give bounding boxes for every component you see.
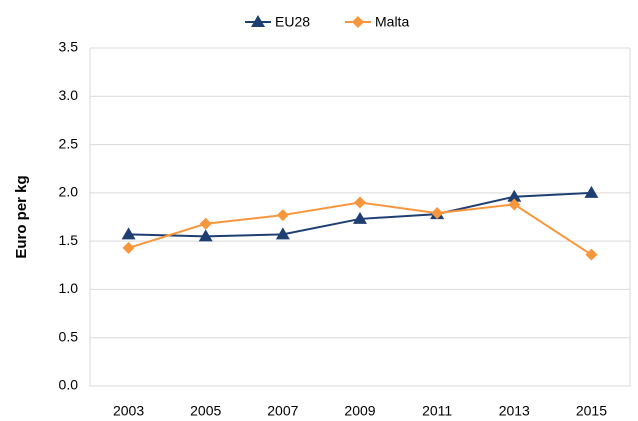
y-tick-label: 0.5 [59, 328, 79, 344]
y-tick-label: 3.5 [59, 39, 79, 55]
point-marker [354, 196, 366, 209]
point-marker [199, 217, 212, 230]
x-tick-label: 2007 [267, 403, 298, 419]
legend-label: EU28 [275, 14, 310, 30]
y-axis-label: Euro per kg [13, 175, 30, 258]
y-tick-label: 2.0 [59, 184, 79, 200]
point-marker [122, 241, 135, 254]
point-marker [198, 229, 213, 242]
point-marker [275, 227, 290, 240]
x-tick-label: 2015 [576, 403, 607, 419]
point-marker [353, 211, 367, 224]
y-tick-label: 2.5 [59, 135, 79, 151]
y-tick-label: 0.0 [59, 377, 79, 393]
point-marker [431, 207, 444, 220]
y-tick-label: 1.0 [59, 280, 79, 296]
legend-marker [251, 15, 265, 27]
x-tick-label: 2003 [113, 403, 144, 419]
y-tick-label: 3.0 [59, 87, 79, 103]
legend-marker [352, 16, 364, 28]
series-line [128, 201, 592, 256]
x-tick-label: 2005 [190, 403, 221, 419]
x-tick-label: 2013 [499, 403, 530, 419]
y-tick-label: 1.5 [59, 232, 79, 248]
legend-label: Malta [375, 14, 409, 30]
point-marker [507, 189, 522, 202]
x-tick-label: 2011 [422, 403, 452, 419]
x-tick-label: 2009 [344, 403, 375, 419]
point-marker [121, 227, 136, 240]
point-marker [508, 198, 521, 211]
point-marker [276, 209, 289, 222]
point-marker [584, 185, 599, 198]
point-marker [585, 248, 598, 261]
